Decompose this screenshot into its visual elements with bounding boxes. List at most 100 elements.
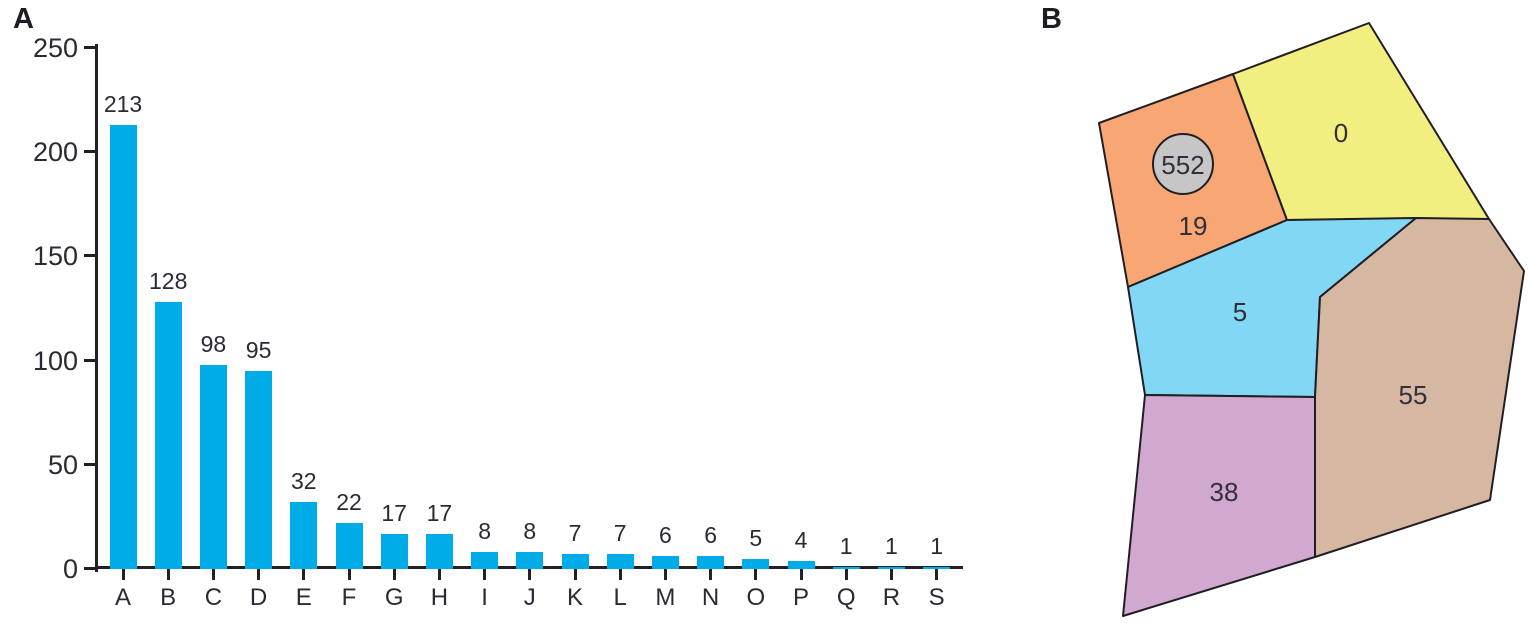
x-tick	[121, 569, 125, 580]
region-map: 552 19 0 5 55 38	[1098, 22, 1525, 617]
x-tick-label: N	[701, 584, 720, 611]
bar-value-label: 1	[839, 532, 853, 559]
map-region-blue-label: 5	[1233, 297, 1247, 327]
x-tick-label: R	[882, 584, 901, 611]
x-tick-label: M	[655, 584, 676, 611]
bar-value-label: 7	[568, 520, 582, 547]
bar-C	[199, 364, 227, 569]
x-tick	[257, 569, 261, 580]
x-tick-label: F	[341, 584, 357, 611]
bar-value-label: 22	[336, 489, 362, 516]
x-tick-label: E	[295, 584, 312, 611]
x-tick-label: C	[204, 584, 223, 611]
x-tick-label: J	[523, 584, 536, 611]
bar-D	[245, 371, 273, 569]
x-tick	[663, 569, 667, 580]
x-tick	[935, 569, 939, 580]
y-tick	[84, 150, 95, 154]
x-tick	[483, 569, 487, 580]
x-tick	[709, 569, 713, 580]
x-tick-label: S	[928, 584, 945, 611]
bar-G	[380, 533, 408, 569]
x-tick-label: D	[249, 584, 268, 611]
y-axis	[95, 44, 98, 572]
bar-value-label: 1	[930, 532, 943, 559]
bar-value-label: 8	[478, 518, 491, 545]
count-badge-circle	[1152, 133, 1214, 195]
panel-b-label: B	[1041, 3, 1062, 35]
x-tick	[844, 569, 848, 580]
map-region-purple-label: 38	[1210, 477, 1239, 507]
x-tick	[166, 569, 170, 580]
x-tick	[392, 569, 396, 580]
x-tick-label: G	[384, 584, 404, 611]
x-tick-label: I	[481, 584, 488, 611]
map-region-orange-label: 19	[1179, 211, 1208, 241]
x-tick	[799, 569, 803, 580]
x-tick	[618, 569, 622, 580]
x-tick	[528, 569, 532, 580]
y-tick	[84, 567, 95, 570]
y-tick	[84, 462, 95, 466]
map-region-tan	[1314, 217, 1525, 558]
bar-value-label: 17	[426, 499, 453, 526]
bar-value-label: 4	[794, 526, 808, 553]
bar-value-label: 6	[658, 522, 672, 549]
bar-value-label: 213	[103, 91, 143, 118]
bar-value-label: 98	[200, 330, 227, 357]
bar-value-label: 6	[704, 522, 717, 549]
x-tick-label: K	[566, 584, 583, 611]
bar-N	[697, 556, 725, 569]
bar-F	[335, 523, 363, 569]
y-tick-label: 150	[32, 241, 78, 272]
bar-I	[471, 552, 499, 569]
x-tick-label: B	[160, 584, 177, 611]
bar-value-label: 8	[523, 518, 537, 545]
bar-O	[742, 558, 770, 569]
x-tick-label: H	[430, 584, 449, 611]
bar-B	[154, 302, 182, 569]
x-tick-label: P	[792, 584, 809, 611]
bar-Q	[832, 566, 860, 569]
bar-P	[787, 560, 815, 569]
y-tick	[84, 46, 95, 49]
y-tick-label: 250	[32, 33, 78, 63]
x-tick-label: O	[746, 584, 766, 611]
bar-K	[561, 554, 589, 569]
count-badge-label: 552	[1161, 150, 1204, 180]
bar-value-label: 128	[149, 268, 188, 295]
y-tick	[84, 358, 95, 362]
bar-value-label: 1	[884, 532, 898, 559]
bar-value-label: 17	[381, 499, 407, 526]
x-tick	[302, 569, 306, 580]
x-tick	[211, 569, 215, 580]
x-tick	[437, 569, 441, 580]
x-tick	[347, 569, 351, 580]
panel-a-label: A	[13, 3, 34, 35]
x-tick	[573, 569, 577, 580]
bar-H	[425, 533, 453, 569]
x-tick-label: L	[613, 584, 627, 611]
y-tick	[84, 254, 95, 258]
map-region-purple	[1122, 394, 1316, 617]
bar-value-label: 95	[245, 337, 272, 364]
bar-L	[606, 554, 634, 569]
map-region-tan-label: 55	[1399, 380, 1428, 410]
y-tick-label: 200	[32, 137, 78, 168]
y-tick-label: 100	[32, 345, 78, 376]
x-tick	[889, 569, 893, 580]
y-tick-label: 50	[47, 449, 78, 480]
bar-value-label: 5	[749, 524, 763, 551]
bar-S	[923, 566, 951, 569]
bar-E	[290, 502, 318, 569]
bar-value-label: 32	[291, 468, 317, 495]
bar-J	[516, 552, 544, 569]
bar-value-label: 7	[613, 520, 627, 547]
x-tick-label: Q	[836, 584, 856, 611]
bar-chart: 0 50 100 150 200 250 213 A 128 B 98 C 95 D 32 E 22 F 17 G 17…	[32, 33, 963, 611]
y-tick-label: 0	[62, 554, 78, 584]
map-region-yellow-label: 0	[1334, 118, 1348, 148]
bar-M	[651, 556, 679, 569]
x-tick-label: A	[114, 584, 131, 611]
